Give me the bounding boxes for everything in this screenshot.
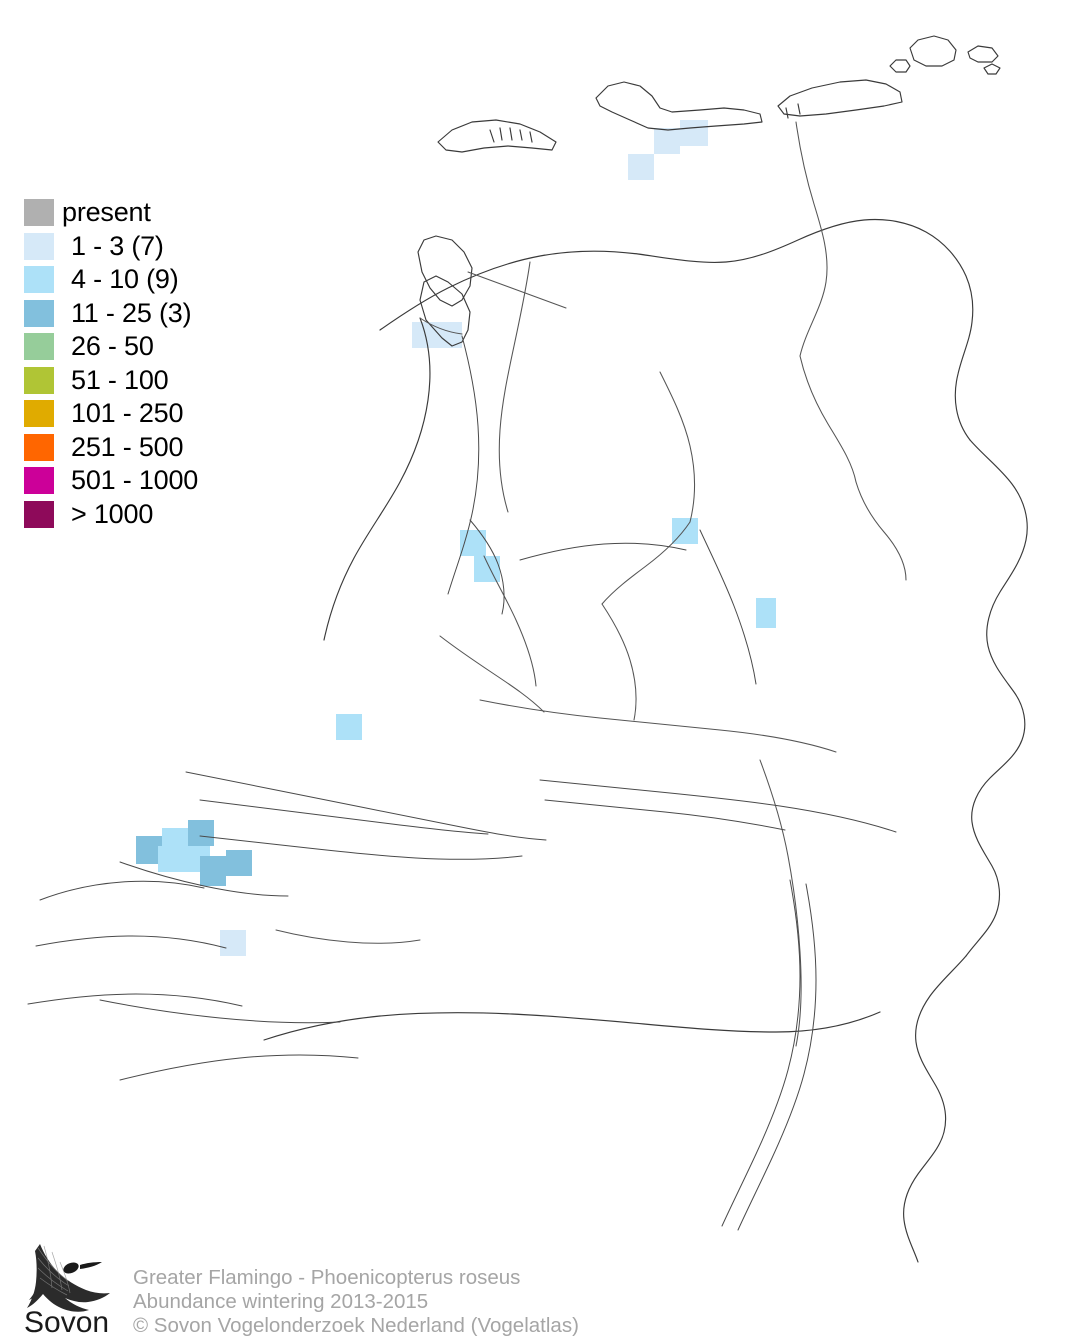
legend-swatch-5 [24,366,54,394]
abundance-cell[interactable] [756,598,776,628]
legend-label-0: present [62,197,151,228]
legend-label-9: > 1000 [71,498,154,529]
legend-swatch-3 [24,299,54,327]
legend-row-7[interactable]: 251 - 500 [24,431,284,465]
map-outlines [27,35,1052,1263]
footer: Sovon Greater Flamingo - Phoenicopterus … [0,1236,1074,1340]
legend-row-5[interactable]: 51 - 100 [24,364,284,398]
abundance-cell[interactable] [220,930,246,956]
legend-swatch-4 [24,333,54,361]
abundance-cell[interactable] [412,322,462,348]
legend-label-7: 251 - 500 [71,431,184,462]
legend: present 1 - 3 (7) 4 - 10 (9) 11 - 25 (3) 26 … [24,196,284,531]
swallow-bird-icon: Sovon [24,1244,110,1339]
legend-swatch-0 [24,199,54,227]
abundance-cell[interactable] [654,128,680,154]
nl-mainland-border [342,234,938,1244]
legend-row-2[interactable]: 4 - 10 (9) [24,263,284,297]
legend-label-3: 11 - 25 (3) [71,297,192,328]
sovon-wordmark: Sovon [24,1306,109,1336]
caption-copyright: © Sovon Vogelonderzoek Nederland (Vogela… [133,1314,579,1338]
nl-outline-main [380,230,1006,1234]
caption-species: Greater Flamingo - Phoenicopterus roseus [133,1266,521,1289]
island-vlieland-detail [489,127,533,143]
sovon-logo: Sovon [24,1238,124,1339]
island-schiermonnikoog [909,35,957,67]
legend-label-5: 51 - 100 [71,364,169,395]
footer-caption: Greater Flamingo - Phoenicopterus roseus… [133,1266,579,1339]
water-features [27,335,897,1231]
abundance-cell[interactable] [200,856,226,886]
abundance-cell[interactable] [336,714,362,740]
abundance-cell[interactable] [226,850,252,876]
country-outline [330,74,1052,1234]
island-texel-outer [417,235,473,307]
legend-label-4: 26 - 50 [71,331,154,362]
island-ameland [777,79,903,117]
legend-row-9[interactable]: > 1000 [24,498,284,532]
legend-row-3[interactable]: 11 - 25 (3) [24,297,284,331]
abundance-cell[interactable] [158,846,184,872]
abundance-cell[interactable] [680,120,708,146]
legend-swatch-1 [24,232,54,260]
caption-subject: Abundance wintering 2013-2015 [133,1290,429,1314]
legend-swatch-9 [24,500,54,528]
legend-swatch-2 [24,266,54,294]
abundance-cell[interactable] [628,154,654,180]
island-rottumerplaat [889,59,911,73]
province-boundaries [275,121,907,1047]
abundance-cell[interactable] [474,556,500,582]
legend-label-1: 1 - 3 (7) [71,230,164,261]
island-terschelling [595,81,763,131]
legend-row-4[interactable]: 26 - 50 [24,330,284,364]
legend-label-2: 4 - 10 (9) [71,264,179,295]
island-ameland-detail [785,103,801,119]
legend-swatch-8 [24,467,54,495]
legend-row-0[interactable]: present [24,196,284,230]
legend-row-6[interactable]: 101 - 250 [24,397,284,431]
island-simonszand [983,63,1001,75]
island-rottumeroog [967,45,999,63]
nl-geometry [263,218,1028,1263]
legend-swatch-6 [24,400,54,428]
legend-label-8: 501 - 1000 [71,465,199,496]
abundance-cell[interactable] [136,836,162,864]
island-vlieland [437,119,557,153]
island-texel [419,275,471,347]
abundance-cell[interactable] [188,820,214,846]
legend-swatch-7 [24,433,54,461]
legend-label-6: 101 - 250 [71,398,184,429]
legend-row-8[interactable]: 501 - 1000 [24,464,284,498]
legend-row-1[interactable]: 1 - 3 (7) [24,230,284,264]
